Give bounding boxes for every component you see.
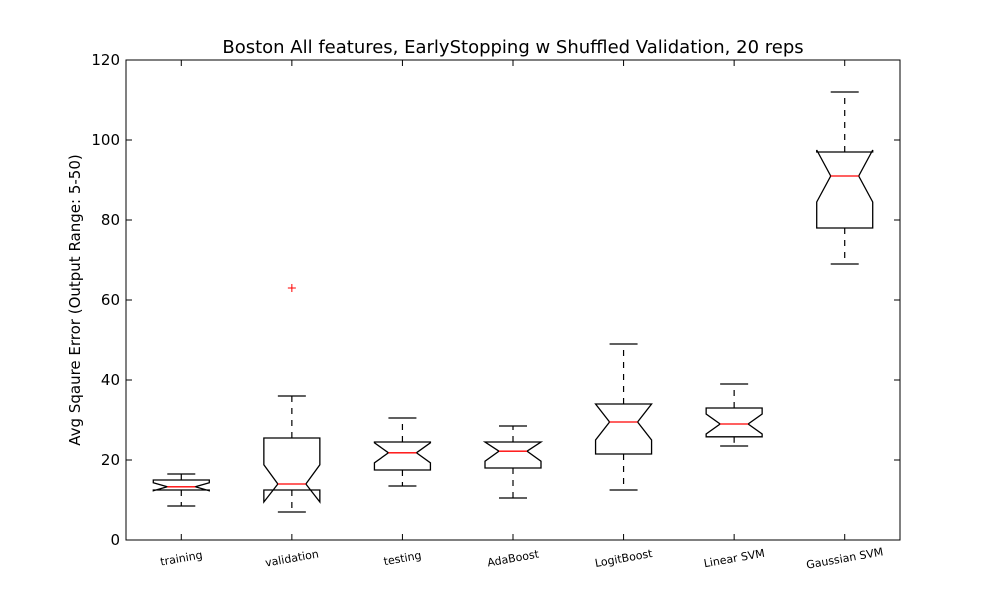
xtick-label-adaboost: AdaBoost: [486, 547, 540, 569]
plot-area: 0 20 40 60 80 100 120 training validation testing…: [91, 51, 901, 572]
box-linear-svm: [705, 407, 763, 438]
ytick-label-120: 120: [91, 51, 120, 69]
outlier-validation-0: [287, 284, 296, 292]
box-testing: [373, 441, 432, 471]
xtick-label-training: training: [159, 548, 203, 568]
box-gaussian-svm: [816, 149, 874, 229]
y-axis-label: Avg Sqaure Error (Output Range: 5-50): [66, 154, 84, 445]
xtick-label-testing: testing: [383, 549, 423, 568]
ytick-label-20: 20: [101, 451, 120, 469]
box-adaboost: [482, 441, 544, 469]
ytick-label-80: 80: [101, 211, 120, 229]
xtick-label-logitboost: LogitBoost: [594, 547, 654, 570]
ytick-label-0: 0: [110, 531, 120, 549]
box-validation: [263, 437, 321, 504]
xtick-label-gaussian-svm: Gaussian SVM: [805, 545, 884, 571]
chart-title: Boston All features, EarlyStopping w Shu…: [222, 37, 803, 58]
ytick-label-60: 60: [101, 291, 120, 309]
box-logitboost: [594, 403, 653, 455]
ytick-label-100: 100: [91, 131, 120, 149]
xtick-label-linear-svm: Linear SVM: [703, 547, 766, 571]
ytick-label-40: 40: [101, 371, 120, 389]
xtick-label-validation: validation: [264, 547, 320, 569]
box-training: [152, 479, 210, 492]
